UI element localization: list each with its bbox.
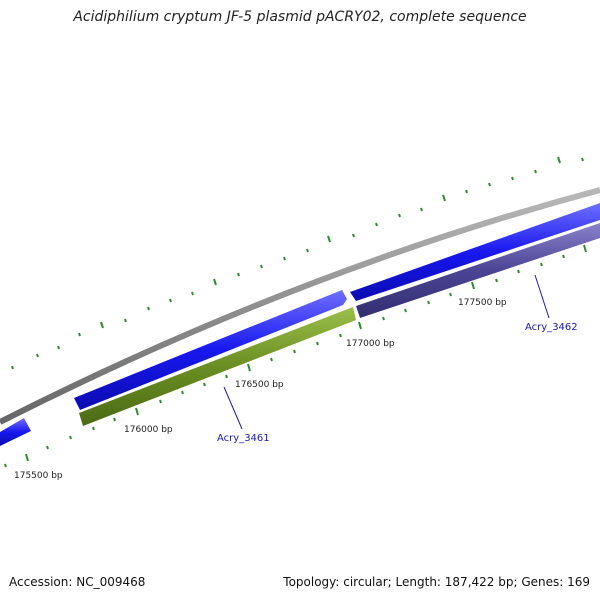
accession-label: Accession: NC_009468 <box>9 575 146 589</box>
position-label-177000: 177000 bp <box>346 339 395 349</box>
position-label-177500: 177500 bp <box>458 298 507 308</box>
map-title: Acidiphilium cryptum JF-5 plasmid pACRY0… <box>73 9 527 25</box>
gene-acry-3461[interactable] <box>79 307 356 426</box>
plasmid-backbone <box>0 187 600 425</box>
position-label-176000: 176000 bp <box>124 425 173 435</box>
inner-tick-row <box>4 244 587 468</box>
forward-gene-segment-left[interactable] <box>0 418 31 446</box>
leader-line-acry-3461 <box>223 386 243 430</box>
position-label-176500: 176500 bp <box>235 380 284 390</box>
gene-label-acry-3462[interactable]: Acry_3462 <box>525 322 578 333</box>
gene-label-acry-3461[interactable]: Acry_3461 <box>217 433 270 444</box>
forward-gene-segment-middle[interactable] <box>74 290 347 410</box>
forward-gene-segment-right[interactable] <box>350 203 600 301</box>
leader-line-acry-3462 <box>534 274 550 319</box>
sequence-summary: Topology: circular; Length: 187,422 bp; … <box>283 575 590 589</box>
outer-tick-row <box>11 156 584 370</box>
gene-acry-3462[interactable] <box>356 223 600 318</box>
position-label-175500: 175500 bp <box>14 471 63 481</box>
